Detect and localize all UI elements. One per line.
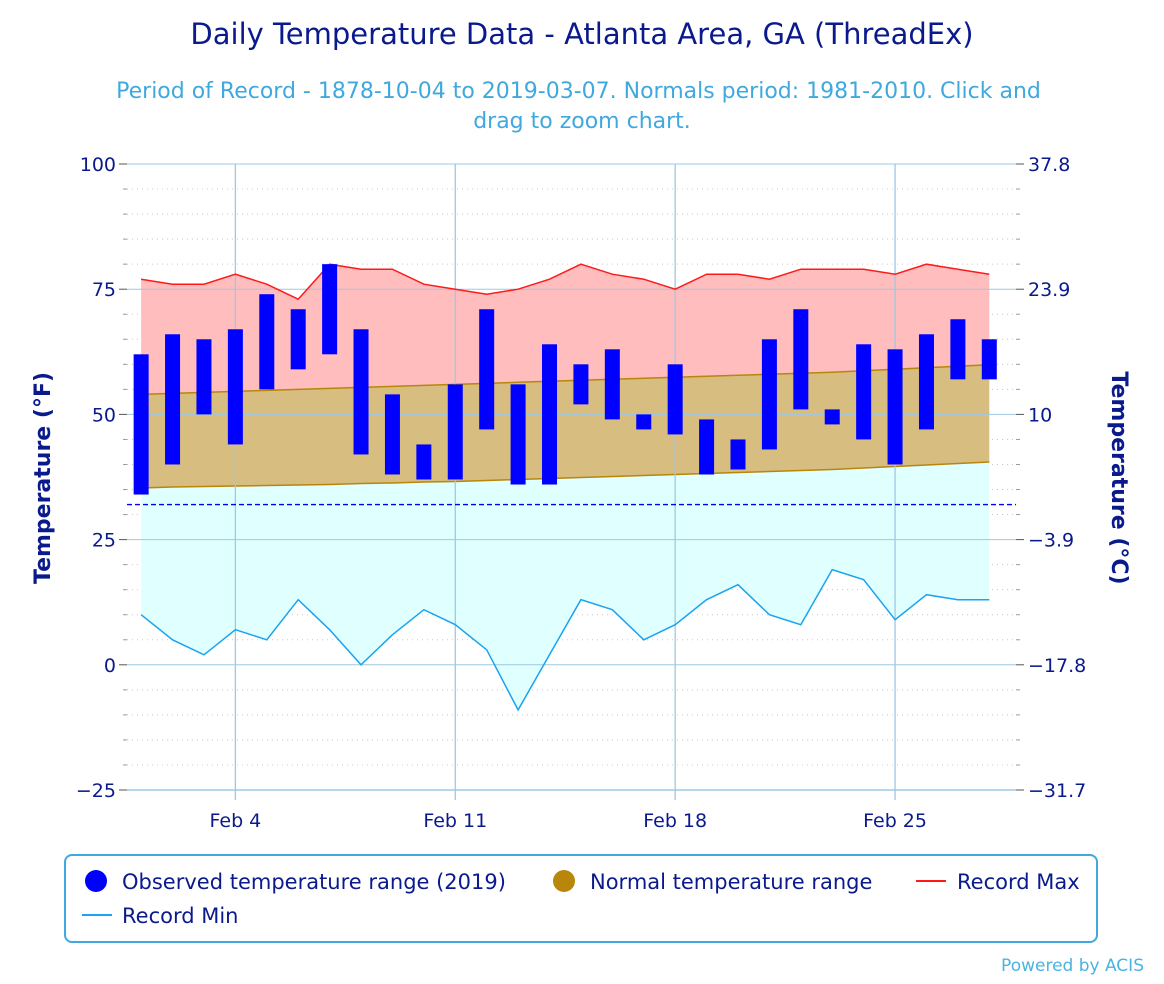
observed-range-bar <box>353 329 369 455</box>
observed-range-bar <box>479 309 495 430</box>
legend-item-normal[interactable]: Normal temperature range <box>553 870 872 894</box>
normal-high-line <box>141 364 990 396</box>
legend-item-record-min[interactable]: Record Min <box>82 904 239 928</box>
powered-by-link[interactable]: Powered by ACIS <box>1001 956 1144 976</box>
chart-subtitle-line-2: drag to zoom chart. <box>473 109 691 134</box>
observed-range-bar <box>416 444 432 480</box>
y-tick-label-left: 100 <box>80 154 116 176</box>
observed-range-bar <box>322 264 338 355</box>
observed-range-bar <box>604 349 620 420</box>
observed-range-bar <box>824 409 840 425</box>
observed-range-bar <box>573 364 589 405</box>
observed-range-bar <box>793 309 809 410</box>
x-tick-label: Feb 4 <box>209 810 261 832</box>
plot-area[interactable]: 100 37.8 75 23.9 50 10 25 −3.9 0 −17.8 −25 −31.7 Feb… <box>76 154 1086 832</box>
legend-record-max-label: Record Max <box>957 870 1080 894</box>
legend-box <box>64 854 1098 943</box>
observed-range-bar <box>290 309 306 370</box>
y-tick-label-left: 0 <box>104 655 116 677</box>
y-tick-label-right: 10 <box>1028 404 1052 426</box>
observed-range-bar <box>542 344 558 485</box>
y-tick-label-right: 23.9 <box>1028 279 1070 301</box>
observed-range-bar <box>981 339 997 380</box>
observed-range-bar <box>259 294 275 390</box>
record-max-line <box>140 263 990 301</box>
record-min-line <box>140 568 990 712</box>
x-tick-label: Feb 11 <box>423 810 487 832</box>
observed-range-bar <box>699 419 715 475</box>
observed-range-bar <box>227 329 243 445</box>
legend-item-observed[interactable]: Observed temperature range (2019) <box>85 870 506 894</box>
observed-range-bar <box>510 384 526 485</box>
y-tick-label-right: −31.7 <box>1028 780 1086 802</box>
observed-range-bar <box>133 354 149 495</box>
legend: Observed temperature range (2019) Normal… <box>64 854 1098 943</box>
y-tick-label-right: −17.8 <box>1028 655 1086 677</box>
y-tick-label-right: −3.9 <box>1028 530 1074 552</box>
observed-range-bar <box>856 344 872 440</box>
legend-observed-label: Observed temperature range (2019) <box>122 870 506 894</box>
chart-subtitle: Period of Record - 1878-10-04 to 2019-03… <box>116 79 1048 134</box>
observed-range-bar <box>761 339 777 450</box>
y-tick-label-left: 50 <box>92 404 116 426</box>
legend-record-min-label: Record Min <box>122 904 239 928</box>
y-axis-label-right: Temperature (°C) <box>1106 371 1131 584</box>
chart-title: Daily Temperature Data - Atlanta Area, G… <box>190 17 973 51</box>
legend-normal-marker <box>553 870 575 892</box>
legend-item-record-max[interactable]: Record Max <box>916 870 1080 894</box>
x-tick-label: Feb 25 <box>863 810 927 832</box>
observed-range-bar <box>384 394 400 475</box>
y-tick-label-left: 75 <box>92 279 116 301</box>
legend-normal-label: Normal temperature range <box>590 870 872 894</box>
observed-range-bar <box>196 339 212 415</box>
x-tick-label: Feb 18 <box>643 810 707 832</box>
y-axis-label-left: Temperature (°F) <box>31 372 56 584</box>
observed-range-bar <box>667 364 683 435</box>
observed-range-bar <box>918 334 934 430</box>
observed-range-bar <box>950 319 966 380</box>
normal-range-band <box>141 364 990 488</box>
y-tick-label-right: 37.8 <box>1028 154 1070 176</box>
chart-subtitle-line-1: Period of Record - 1878-10-04 to 2019-03… <box>116 79 1041 104</box>
observed-range-bar <box>730 439 746 470</box>
observed-range-bar <box>447 384 463 480</box>
legend-observed-marker <box>85 870 107 892</box>
observed-range-bar <box>165 334 181 465</box>
observed-range-bar <box>887 349 903 465</box>
record-max-area <box>141 264 990 395</box>
record-min-area <box>141 462 990 710</box>
y-tick-label-left: 25 <box>92 530 116 552</box>
observed-range-bar <box>636 414 652 430</box>
normal-low-line <box>141 461 990 489</box>
y-tick-label-left: −25 <box>76 780 116 802</box>
